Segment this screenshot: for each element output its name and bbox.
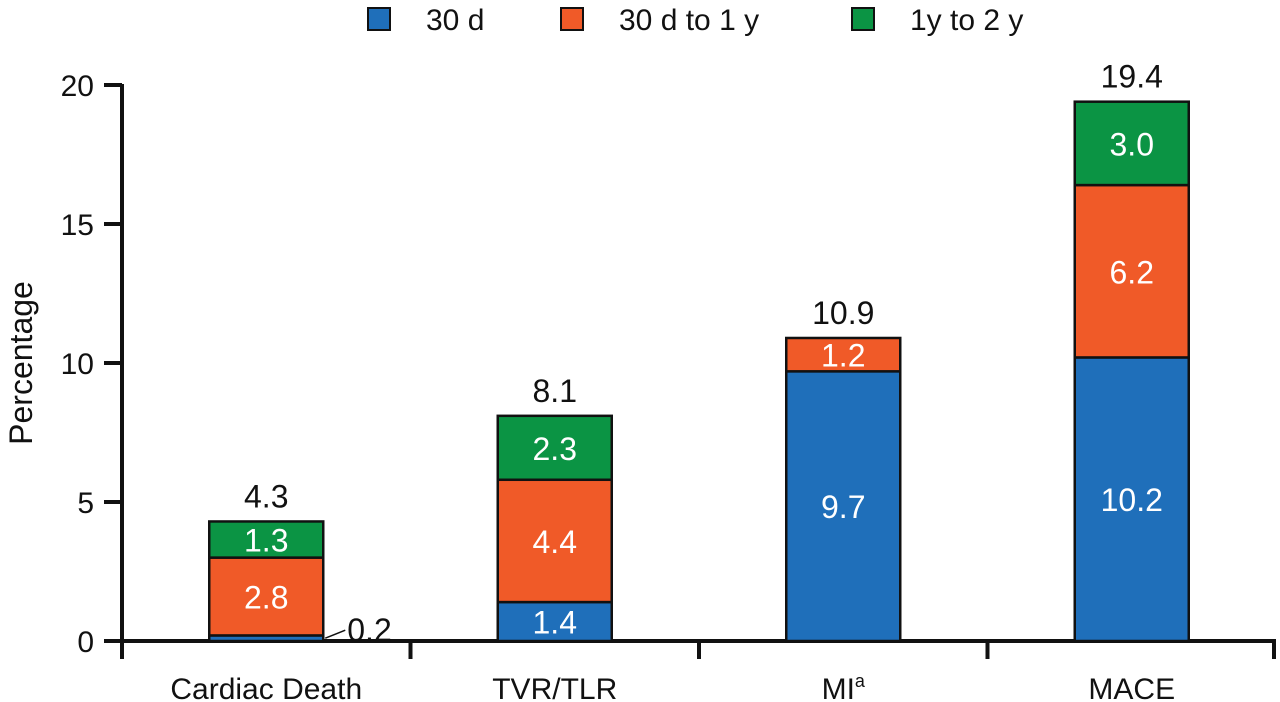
bars: 0.2 2.8 1.3 4.3 1.4 4.4 2.3 8.1 9.7 1.2 10.9 10.2 6.…	[208, 59, 1190, 648]
y-tick-label-3: 15	[61, 209, 94, 242]
total-label: 8.1	[533, 373, 577, 409]
y-tick-label-0: 0	[77, 626, 94, 659]
y-tick-label-2: 10	[61, 348, 94, 381]
bar-segment-1	[496, 478, 613, 604]
legend-label-1: 30 d to 1 y	[619, 4, 759, 37]
bar-segment-2	[496, 414, 613, 482]
bar-group-2: 9.7 1.2 10.9	[785, 295, 902, 643]
x-category-label-1: TVR/TLR	[492, 673, 617, 702]
bar-segment-1	[785, 336, 902, 373]
legend-swatch-1	[560, 7, 584, 31]
x-category-superscript-2: a	[855, 671, 866, 691]
segment-label-1: 1.2	[821, 338, 865, 374]
bar-segment-1	[1073, 183, 1190, 359]
legend-label-0: 30 d	[426, 4, 484, 37]
y-tick-label-1: 5	[77, 487, 94, 520]
segment-label-2: 3.0	[1110, 126, 1154, 162]
callout-label-0: 0.2	[347, 612, 391, 648]
total-label: 19.4	[1101, 59, 1163, 95]
y-axis-label: Percentage	[3, 281, 39, 445]
segment-label-0: 1.4	[533, 605, 577, 641]
bar-group-1: 1.4 4.4 2.3 8.1	[496, 373, 613, 643]
callout-line-0	[324, 629, 346, 639]
segment-label-2: 1.3	[244, 523, 288, 559]
legend-swatch-0	[367, 7, 391, 31]
x-category-label-0: Cardiac Death	[170, 673, 362, 702]
bar-segment-0	[496, 600, 613, 643]
legend: 30 d 30 d to 1 y 1y to 2 y	[367, 4, 1023, 37]
segment-label-2: 2.3	[533, 431, 577, 467]
segment-label-1: 6.2	[1110, 254, 1154, 290]
legend-swatch-2	[851, 7, 875, 31]
total-label: 10.9	[812, 295, 874, 331]
bar-segment-2	[208, 520, 325, 559]
segment-label-0: 9.7	[821, 489, 865, 525]
total-label: 4.3	[244, 478, 288, 514]
x-category-label-3: MACE	[1088, 673, 1175, 702]
segment-label-0: 10.2	[1101, 482, 1163, 518]
y-axis: 0 5 10 15 20	[61, 70, 124, 659]
segment-label-1: 4.4	[533, 524, 577, 560]
bar-group-0: 0.2 2.8 1.3 4.3	[208, 478, 392, 648]
legend-label-2: 1y to 2 y	[910, 4, 1023, 37]
bar-group-3: 10.2 6.2 3.0 19.4	[1073, 59, 1190, 643]
segment-label-1: 2.8	[244, 580, 288, 616]
x-category-label-2: MIa	[822, 671, 866, 702]
y-tick-label-4: 20	[61, 70, 94, 103]
bar-segment-0	[785, 370, 902, 643]
bar-segment-2	[1073, 100, 1190, 187]
x-axis: Cardiac Death TVR/TLR MIa MACE	[122, 639, 1276, 702]
